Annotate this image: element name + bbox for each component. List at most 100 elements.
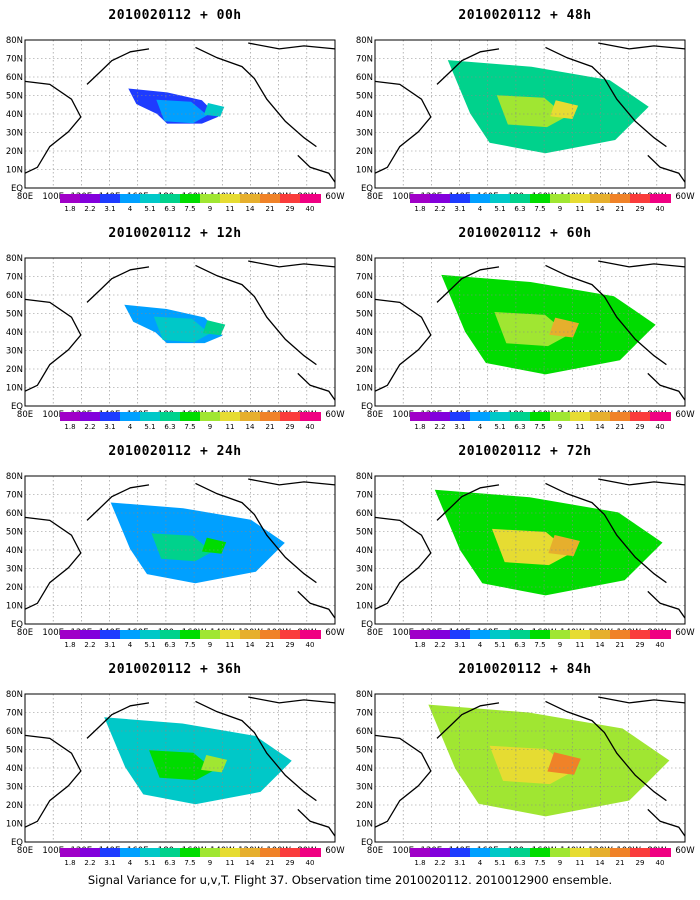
colorbar-label: 40 bbox=[305, 205, 315, 213]
colorbar-swatch bbox=[200, 848, 221, 857]
colorbar-label: 1.8 bbox=[64, 205, 76, 213]
map-panel-84h: 2010020112 + 84h 80N 70N 60N 50N 40N 30N 20N 10… bbox=[355, 654, 695, 872]
colorbar-swatch bbox=[180, 848, 201, 857]
colorbar-label: 5.1 bbox=[144, 859, 156, 867]
longitude-label: 60W bbox=[325, 410, 345, 420]
colorbar-label: 11 bbox=[575, 423, 585, 431]
colorbar-swatch bbox=[430, 848, 451, 857]
colorbar-swatch bbox=[630, 630, 651, 639]
latitude-label: 60N bbox=[6, 727, 23, 737]
latitude-label: 80N bbox=[356, 36, 373, 46]
map-frame bbox=[24, 475, 336, 625]
colorbar-swatch bbox=[140, 194, 161, 203]
coastline bbox=[598, 696, 686, 704]
colorbar-swatch bbox=[530, 848, 551, 857]
latitude-label: 80N bbox=[356, 690, 373, 700]
colorbar-label: 4 bbox=[477, 205, 483, 213]
colorbar-swatch bbox=[510, 630, 531, 639]
longitude-label: 80E bbox=[367, 846, 383, 856]
latitude-label: 40N bbox=[6, 764, 23, 774]
colorbar-label: 5.1 bbox=[494, 641, 506, 649]
colorbar-label: 14 bbox=[595, 205, 605, 213]
latitude-label: 30N bbox=[6, 347, 23, 357]
colorbar-swatch bbox=[160, 194, 181, 203]
colorbar-swatch bbox=[590, 630, 611, 639]
colorbar-label: 5.1 bbox=[144, 423, 156, 431]
colorbar-label: 1.8 bbox=[414, 641, 426, 649]
colorbar-swatch bbox=[240, 194, 261, 203]
latitude-label: 30N bbox=[356, 347, 373, 357]
coastline bbox=[248, 42, 336, 50]
variance-contour bbox=[202, 320, 226, 336]
colorbar-swatch bbox=[570, 848, 591, 857]
colorbar-label: 14 bbox=[595, 859, 605, 867]
longitude-label: 80E bbox=[17, 846, 33, 856]
coastline bbox=[24, 734, 82, 828]
colorbar-swatch bbox=[80, 630, 101, 639]
colorbar-swatch bbox=[220, 848, 241, 857]
latitude-label: 10N bbox=[6, 384, 23, 394]
latitude-label: 20N bbox=[356, 583, 373, 593]
colorbar-label: 1.8 bbox=[414, 423, 426, 431]
colorbar-label: 29 bbox=[635, 641, 645, 649]
latitude-label: 30N bbox=[356, 565, 373, 575]
colorbar-label: 7.5 bbox=[184, 859, 196, 867]
coastline bbox=[436, 266, 500, 303]
coastline bbox=[374, 80, 432, 174]
colorbar-swatch bbox=[590, 194, 611, 203]
colorbar-swatch bbox=[470, 194, 491, 203]
latitude-label: 60N bbox=[356, 727, 373, 737]
coastline bbox=[374, 516, 432, 610]
colorbar-label: 5.1 bbox=[494, 859, 506, 867]
colorbar-swatch bbox=[300, 412, 321, 421]
latitude-label: 10N bbox=[6, 820, 23, 830]
latitude-label: 10N bbox=[356, 166, 373, 176]
latitude-label: EQ bbox=[11, 838, 23, 848]
latitude-label: 70N bbox=[6, 709, 23, 719]
colorbar-swatch bbox=[430, 630, 451, 639]
map-panel-36h: 2010020112 + 36h 80N 70N 60N 50N 40N 30N 20N 10… bbox=[5, 654, 345, 872]
latitude-label: 50N bbox=[6, 92, 23, 102]
coastline bbox=[86, 484, 150, 521]
colorbar-swatch bbox=[470, 412, 491, 421]
colorbar-label: 40 bbox=[305, 641, 315, 649]
colorbar: 1.8 2.2 3.1 4 5.1 6.3 7.5 9 11 14 21 29 40 bbox=[60, 194, 321, 218]
latitude-label: 40N bbox=[356, 764, 373, 774]
coastline bbox=[598, 260, 686, 268]
colorbar-swatch bbox=[550, 630, 571, 639]
latitude-label: 60N bbox=[356, 509, 373, 519]
colorbar-label: 14 bbox=[595, 423, 605, 431]
coastline bbox=[436, 48, 500, 85]
colorbar-label: 2.2 bbox=[84, 423, 96, 431]
colorbar-swatch bbox=[120, 194, 141, 203]
colorbar-label: 14 bbox=[595, 641, 605, 649]
panel-title: 2010020112 + 00h bbox=[108, 8, 242, 23]
coastline bbox=[647, 808, 686, 837]
colorbar-swatch bbox=[160, 630, 181, 639]
coastline bbox=[545, 700, 667, 802]
colorbar-swatch bbox=[180, 630, 201, 639]
map-panel-12h: 2010020112 + 12h 80N 70N 60N 50N 40N 30N 20N 10… bbox=[5, 218, 345, 436]
latitude-label: 30N bbox=[356, 783, 373, 793]
coastline bbox=[374, 734, 432, 828]
longitude-label: 80E bbox=[367, 410, 383, 420]
colorbar-label: 6.3 bbox=[164, 423, 176, 431]
colorbar-swatch bbox=[550, 412, 571, 421]
colorbar-label: 9 bbox=[207, 859, 213, 867]
colorbar-swatch bbox=[610, 848, 631, 857]
colorbar-swatch bbox=[140, 630, 161, 639]
colorbar-label: 3.1 bbox=[454, 423, 466, 431]
forecast-map: 80N70N60N50N40N30N20N10NEQ80E100E120E140… bbox=[356, 690, 695, 856]
map-panel-48h: 2010020112 + 48h 80N 70N 60N 50N 40N 30N 20N 10… bbox=[355, 0, 695, 218]
colorbar-swatch bbox=[280, 630, 301, 639]
map-frame bbox=[24, 693, 336, 843]
colorbar-swatch bbox=[100, 848, 121, 857]
map-frame bbox=[374, 693, 686, 843]
colorbar-label: 7.5 bbox=[184, 205, 196, 213]
latitude-label: 70N bbox=[6, 273, 23, 283]
colorbar-label: 40 bbox=[655, 423, 665, 431]
colorbar-label: 29 bbox=[635, 859, 645, 867]
panel-title: 2010020112 + 48h bbox=[458, 8, 592, 23]
longitude-label: 80E bbox=[367, 192, 383, 202]
variance-contour bbox=[203, 103, 225, 117]
